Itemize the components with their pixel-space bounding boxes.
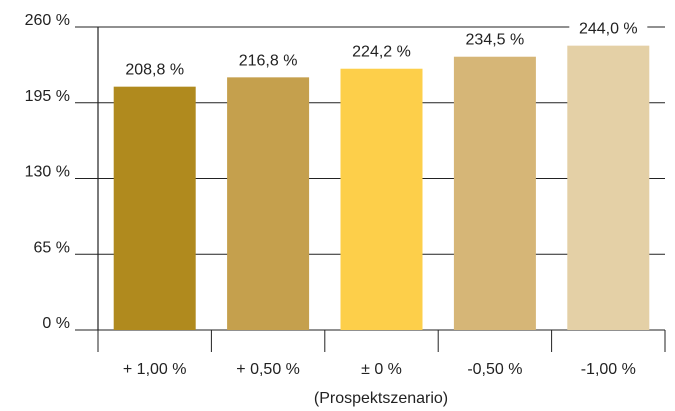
x-tick-label: + 1,00 % [123, 361, 187, 378]
bar [453, 56, 536, 330]
bars-layer [113, 45, 650, 331]
x-tick-label: + 0,50 % [236, 361, 300, 378]
y-tick-label: 195 % [25, 88, 70, 105]
data-label-bg [455, 28, 534, 49]
bar [113, 86, 196, 330]
data-label: 244,0 % [579, 21, 638, 38]
data-label: 234,5 % [466, 32, 525, 49]
data-label-bg [342, 40, 421, 61]
x-axis-title: (Prospektszenario) [314, 390, 448, 407]
x-tick-label: -0,50 % [467, 361, 522, 378]
y-tick-label: 0 % [42, 315, 70, 332]
bar [340, 68, 423, 331]
x-tick-label: ± 0 % [361, 361, 402, 378]
y-tick-label: 260 % [25, 12, 70, 29]
axis-layer [97, 27, 666, 352]
data-label-bg [115, 58, 194, 79]
y-tick-label: 130 % [25, 164, 70, 181]
labels-layer: 0 % 65 % 130 % 195 % 260 % 208,8 % + 1,00 % 216… [25, 12, 648, 378]
data-label: 224,2 % [352, 44, 411, 61]
data-label-bg [569, 17, 648, 38]
bar [227, 77, 310, 331]
data-label: 208,8 % [125, 62, 184, 79]
y-tick-label: 65 % [34, 239, 70, 256]
bar [567, 45, 650, 331]
data-label: 216,8 % [239, 52, 298, 69]
data-label-bg [229, 49, 308, 70]
x-tick-label: -1,00 % [581, 361, 636, 378]
